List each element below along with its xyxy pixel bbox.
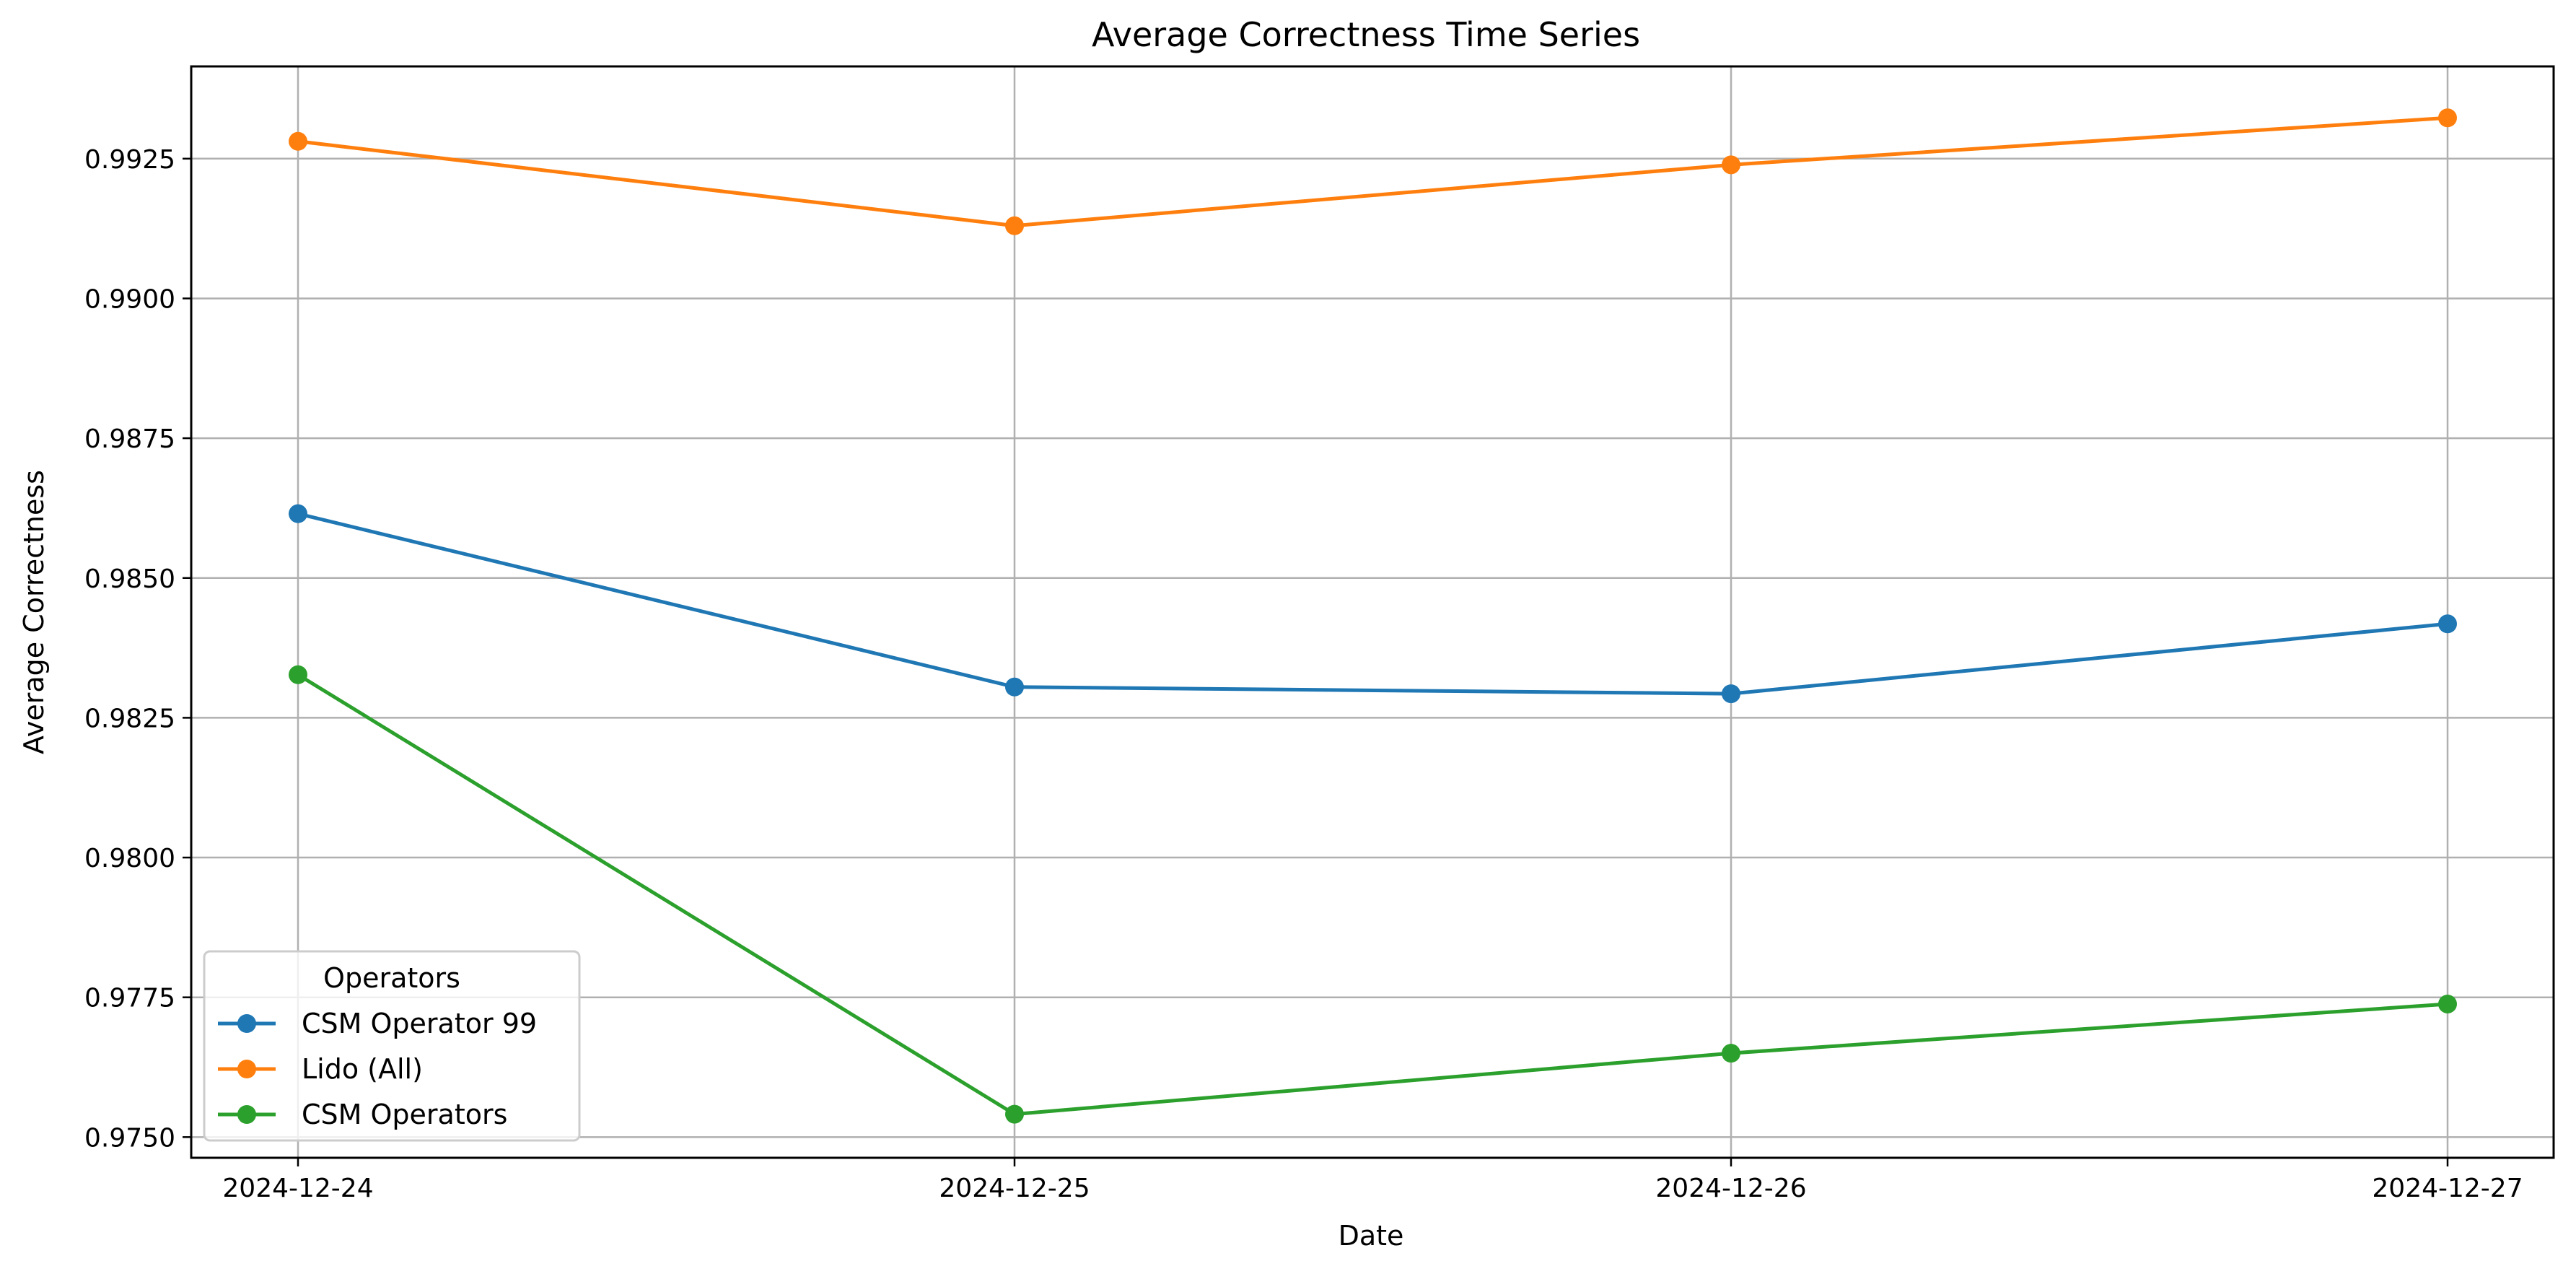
legend-label-csm-operator-99: CSM Operator 99	[302, 1008, 537, 1039]
data-point-csm-operators	[1005, 1104, 1024, 1124]
plot-frame	[190, 65, 2555, 1159]
data-point-lido-all	[1005, 216, 1024, 235]
series-layer	[289, 108, 2457, 1124]
y-tick-label: 0.9800	[84, 844, 175, 873]
grid-lines	[191, 66, 2554, 1158]
data-point-lido-all	[1722, 155, 1740, 175]
y-axis-label: Average Correctness	[18, 470, 50, 754]
series-line-csm-operator-99	[297, 512, 2448, 696]
x-tick-label: 2024-12-26	[1655, 1174, 1806, 1203]
chart-title: Average Correctness Time Series	[1092, 15, 1640, 54]
data-point-csm-operators	[1722, 1044, 1740, 1063]
data-point-csm-operators	[2438, 994, 2457, 1013]
y-tick-label: 0.9850	[84, 564, 175, 594]
x-axis: 2024-12-24 2024-12-25 2024-12-26 2024-12-27	[222, 1158, 2523, 1203]
y-axis: 0.9750 0.9775 0.9800 0.9825 0.9850 0.9875 0.99…	[84, 145, 191, 1153]
y-tick-label: 0.9925	[84, 145, 175, 175]
data-point-csm-operator-99	[1005, 677, 1024, 697]
data-point-csm-operators	[289, 665, 307, 684]
y-tick-label: 0.9900	[84, 284, 175, 314]
data-point-csm-operator-99	[2438, 614, 2457, 634]
x-tick-label: 2024-12-25	[939, 1174, 1090, 1203]
data-point-lido-all	[289, 131, 307, 151]
y-tick-label: 0.9775	[84, 984, 175, 1013]
x-axis-label: Date	[1339, 1220, 1404, 1252]
legend-label-csm-operators: CSM Operators	[302, 1099, 507, 1130]
legend-items: CSM Operator 99 Lido (All) CSM Operators	[218, 1008, 537, 1130]
series-line-lido-all	[297, 115, 2448, 228]
x-tick-label: 2024-12-24	[222, 1174, 373, 1203]
data-point-csm-operator-99	[1722, 684, 1740, 704]
x-tick-label: 2024-12-27	[2372, 1174, 2523, 1203]
legend-marker-lido-all	[237, 1060, 256, 1078]
y-tick-label: 0.9750	[84, 1123, 175, 1153]
data-point-lido-all	[2438, 108, 2457, 128]
legend-marker-csm-operators	[237, 1105, 256, 1124]
legend-marker-csm-operator-99	[237, 1014, 256, 1033]
legend-title: Operators	[323, 962, 460, 994]
legend-box	[203, 950, 581, 1142]
legend-label-lido-all: Lido (All)	[302, 1053, 423, 1085]
data-point-csm-operator-99	[289, 504, 307, 523]
y-tick-label: 0.9825	[84, 704, 175, 733]
y-tick-label: 0.9875	[84, 424, 175, 454]
series-line-csm-operators	[297, 673, 2448, 1117]
